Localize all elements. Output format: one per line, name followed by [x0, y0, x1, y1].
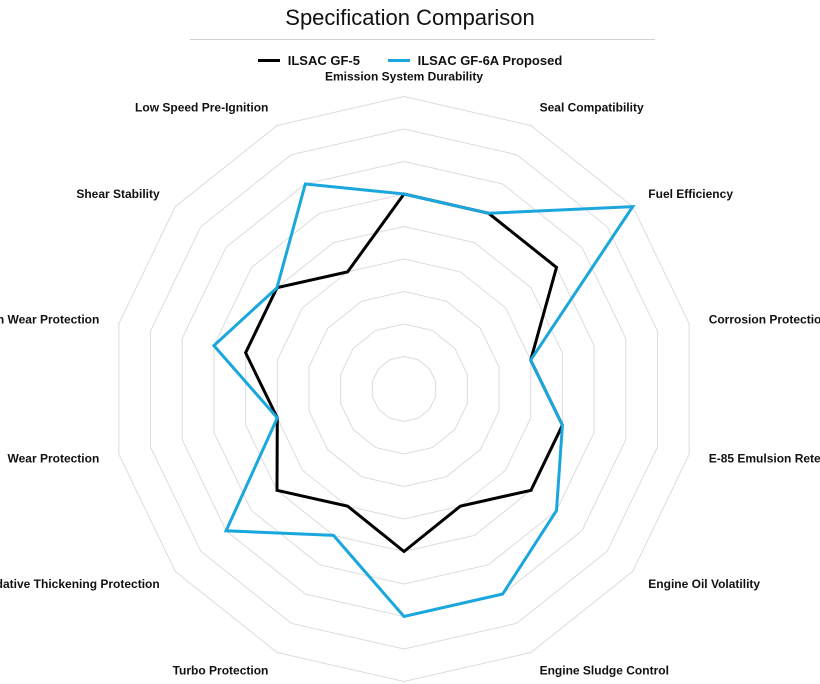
series-line-0: [243, 192, 565, 554]
axis-label: Turbo Protection: [173, 664, 269, 678]
axis-label: E-85 Emulsion Retention: [709, 452, 820, 466]
grid-ring: [150, 128, 658, 650]
axis-label: Emission System Durability: [325, 70, 483, 84]
legend-swatch-gf5: [257, 59, 280, 62]
legend: ILSAC GF-5 ILSAC GF-6A Proposed: [0, 50, 820, 68]
axis-label: Wear Protection: [7, 452, 99, 466]
grid-ring: [308, 290, 500, 488]
axis-label: Low Speed Pre-Ignition: [135, 100, 268, 114]
axis-label: Chain Wear Protection: [0, 313, 99, 327]
legend-swatch-gf6a: [387, 59, 410, 62]
grid-ring: [118, 95, 690, 683]
grid-ring: [213, 193, 595, 585]
title-divider: [190, 39, 655, 40]
legend-label-gf5: ILSAC GF-5: [287, 53, 360, 68]
axis-label: Seal Compatibility: [540, 100, 644, 114]
grid-ring: [181, 160, 627, 618]
legend-label-gf6a: ILSAC GF-6A Proposed: [417, 53, 563, 68]
axis-label: Fuel Efficiency: [648, 187, 733, 201]
axis-label: Engine Oil Volatility: [648, 577, 760, 591]
chart-title: Specification Comparison: [285, 5, 535, 30]
axis-label: Corrosion Protection: [709, 313, 820, 327]
axis-label: Oxidative Thickening Protection: [0, 577, 160, 591]
grid-ring: [276, 258, 532, 520]
grid-ring: [371, 355, 437, 423]
legend-item-gf6a[interactable]: ILSAC GF-6A Proposed: [387, 53, 563, 68]
grid-ring: [245, 225, 563, 553]
grid-ring: [340, 323, 468, 455]
series-line-1: [211, 182, 636, 619]
legend-item-gf5[interactable]: ILSAC GF-5: [257, 53, 360, 68]
axis-label: Shear Stability: [76, 187, 160, 201]
axis-label: Engine Sludge Control: [540, 664, 669, 678]
